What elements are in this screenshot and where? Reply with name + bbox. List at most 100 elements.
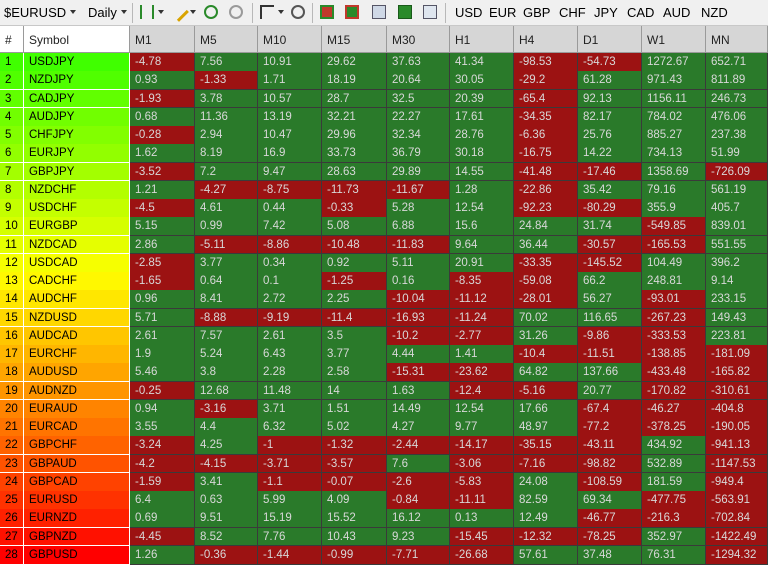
row-number: 10 bbox=[0, 217, 24, 236]
symbol-cell[interactable]: EURAUD bbox=[24, 399, 130, 419]
strength-cell: 37.48 bbox=[578, 545, 642, 565]
column-header[interactable]: D1 bbox=[578, 26, 642, 53]
currency-button[interactable]: CHF bbox=[559, 5, 586, 20]
symbol-cell[interactable]: EURCHF bbox=[24, 345, 130, 364]
symbol-cell[interactable]: EURCAD bbox=[24, 418, 130, 437]
column-header[interactable]: W1 bbox=[642, 26, 706, 53]
strength-cell: 2.28 bbox=[258, 363, 322, 382]
strength-cell: -1147.53 bbox=[706, 454, 768, 474]
strength-cell: -2.85 bbox=[130, 253, 195, 273]
currency-button[interactable]: AUD bbox=[663, 5, 691, 20]
strength-cell: -11.73 bbox=[322, 180, 387, 200]
symbol-selector[interactable]: $EURUSD bbox=[4, 5, 67, 20]
chart-type-icon[interactable] bbox=[140, 5, 154, 19]
strength-cell: 0.68 bbox=[130, 107, 195, 127]
currency-button[interactable]: NZD bbox=[701, 5, 728, 20]
strength-cell: -1.25 bbox=[322, 272, 387, 291]
symbol-cell[interactable]: AUDCAD bbox=[24, 326, 130, 346]
column-header[interactable]: H1 bbox=[450, 26, 514, 53]
symbol-cell[interactable]: NZDJPY bbox=[24, 71, 130, 90]
symbol-cell[interactable]: GBPNZD bbox=[24, 527, 130, 547]
currency-button[interactable]: USD bbox=[455, 5, 483, 20]
column-header[interactable]: M15 bbox=[322, 26, 387, 53]
strength-cell: 233.15 bbox=[706, 290, 768, 309]
strength-cell: -5.83 bbox=[450, 472, 514, 492]
strength-cell: -11.67 bbox=[387, 180, 450, 200]
row-number: 26 bbox=[0, 509, 24, 528]
column-header[interactable]: M1 bbox=[130, 26, 195, 53]
tool-icon[interactable] bbox=[320, 5, 334, 19]
symbol-cell[interactable]: USDJPY bbox=[24, 53, 130, 72]
timeframe-selector[interactable]: Daily bbox=[88, 5, 117, 20]
cursor-icon[interactable] bbox=[260, 5, 274, 19]
column-header[interactable]: M30 bbox=[387, 26, 450, 53]
strength-cell: -11.12 bbox=[450, 290, 514, 309]
tool-icon[interactable] bbox=[372, 5, 386, 19]
symbol-cell[interactable]: GBPCHF bbox=[24, 436, 130, 455]
symbol-cell[interactable]: EURUSD bbox=[24, 491, 130, 510]
strength-cell: -2.6 bbox=[387, 472, 450, 492]
strength-cell: 41.34 bbox=[450, 53, 514, 72]
currency-button[interactable]: GBP bbox=[523, 5, 551, 20]
strength-cell: 9.23 bbox=[387, 527, 450, 547]
tool-icon[interactable] bbox=[398, 5, 412, 19]
symbol-cell[interactable]: NZDCHF bbox=[24, 180, 130, 200]
strength-cell: 25.76 bbox=[578, 126, 642, 145]
strength-cell: -11.51 bbox=[578, 345, 642, 364]
currency-button[interactable]: JPY bbox=[594, 5, 618, 20]
column-header[interactable]: M5 bbox=[195, 26, 258, 53]
strength-cell: 79.16 bbox=[642, 180, 706, 200]
dropdown-arrow bbox=[158, 10, 164, 14]
symbol-cell[interactable]: EURJPY bbox=[24, 144, 130, 163]
strength-cell: 30.05 bbox=[450, 71, 514, 90]
currency-button[interactable]: EUR bbox=[489, 5, 517, 20]
symbol-cell[interactable]: CADJPY bbox=[24, 89, 130, 109]
strength-cell: -16.75 bbox=[514, 144, 578, 163]
symbol-cell[interactable]: AUDNZD bbox=[24, 381, 130, 401]
column-header[interactable]: MN bbox=[706, 26, 768, 53]
strength-cell: -310.61 bbox=[706, 381, 768, 401]
strength-cell: 3.77 bbox=[322, 345, 387, 364]
symbol-cell[interactable]: NZDCAD bbox=[24, 235, 130, 255]
currency-button[interactable]: CAD bbox=[627, 5, 655, 20]
symbol-cell[interactable]: CADCHF bbox=[24, 272, 130, 291]
strength-cell: 1.71 bbox=[258, 71, 322, 90]
column-header[interactable]: H4 bbox=[514, 26, 578, 53]
tool-icon[interactable] bbox=[423, 5, 437, 19]
strength-cell: 5.71 bbox=[130, 308, 195, 328]
symbol-cell[interactable]: USDCHF bbox=[24, 199, 130, 218]
draw-icon[interactable] bbox=[169, 2, 189, 22]
strength-cell: 2.61 bbox=[130, 326, 195, 346]
symbol-cell[interactable]: AUDCHF bbox=[24, 290, 130, 309]
symbol-cell[interactable]: CHFJPY bbox=[24, 126, 130, 145]
strength-cell: 0.93 bbox=[130, 71, 195, 90]
symbol-cell[interactable]: NZDUSD bbox=[24, 308, 130, 328]
symbol-cell[interactable]: USDCAD bbox=[24, 253, 130, 273]
symbol-cell[interactable]: GBPUSD bbox=[24, 545, 130, 565]
strength-cell: 5.46 bbox=[130, 363, 195, 382]
symbol-cell[interactable]: GBPCAD bbox=[24, 472, 130, 492]
strength-cell: 5.02 bbox=[322, 418, 387, 437]
symbol-cell[interactable]: EURNZD bbox=[24, 509, 130, 528]
symbol-cell[interactable]: GBPJPY bbox=[24, 162, 130, 182]
strength-cell: 61.28 bbox=[578, 71, 642, 90]
symbol-cell[interactable]: AUDUSD bbox=[24, 363, 130, 382]
symbol-cell[interactable]: AUDJPY bbox=[24, 107, 130, 127]
row-number: 28 bbox=[0, 545, 24, 565]
strength-cell: 5.11 bbox=[387, 253, 450, 273]
strength-cell: -35.15 bbox=[514, 436, 578, 455]
strength-cell: -1.59 bbox=[130, 472, 195, 492]
column-header[interactable]: M10 bbox=[258, 26, 322, 53]
symbol-cell[interactable]: GBPAUD bbox=[24, 454, 130, 474]
strength-cell: -165.82 bbox=[706, 363, 768, 382]
symbol-cell[interactable]: EURGBP bbox=[24, 217, 130, 236]
remove-indicator-icon[interactable] bbox=[229, 5, 243, 19]
indicator-icon[interactable] bbox=[204, 5, 218, 19]
strength-cell: -15.45 bbox=[450, 527, 514, 547]
strength-cell: 0.44 bbox=[258, 199, 322, 218]
strength-cell: 0.16 bbox=[387, 272, 450, 291]
row-number: 4 bbox=[0, 107, 24, 127]
tool-icon[interactable] bbox=[345, 5, 359, 19]
zoom-icon[interactable] bbox=[291, 5, 305, 19]
strength-cell: -8.86 bbox=[258, 235, 322, 255]
